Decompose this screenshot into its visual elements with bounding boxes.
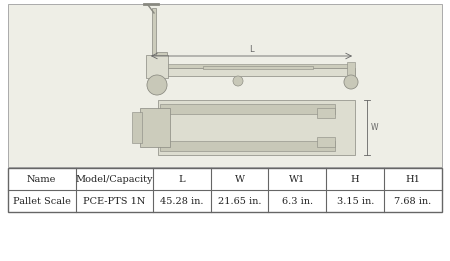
Bar [146, 55, 168, 78]
Bar [163, 64, 350, 68]
Text: Pallet Scale: Pallet Scale [13, 197, 71, 205]
Bar [317, 108, 335, 118]
Bar [8, 4, 442, 167]
Circle shape [147, 75, 167, 95]
Text: L: L [178, 175, 185, 183]
Bar [153, 52, 167, 76]
Bar [8, 168, 442, 212]
Bar [317, 137, 335, 147]
Bar [160, 104, 335, 114]
Circle shape [233, 76, 243, 86]
Text: 7.68 in.: 7.68 in. [395, 197, 432, 205]
Text: H1: H1 [405, 175, 420, 183]
Bar [132, 112, 142, 143]
Bar [140, 108, 170, 147]
Bar [158, 100, 355, 155]
Text: W: W [234, 175, 244, 183]
Text: L: L [249, 45, 254, 54]
Text: PCE-PTS 1N: PCE-PTS 1N [83, 197, 145, 205]
Text: 21.65 in.: 21.65 in. [218, 197, 261, 205]
Text: 45.28 in.: 45.28 in. [160, 197, 203, 205]
Bar [160, 141, 335, 151]
Text: Model/Capacity: Model/Capacity [75, 175, 153, 183]
Bar [148, 68, 355, 76]
Text: 6.3 in.: 6.3 in. [282, 197, 313, 205]
Text: W1: W1 [289, 175, 306, 183]
Bar [152, 8, 156, 55]
Text: Name: Name [27, 175, 56, 183]
Bar [347, 62, 355, 78]
Text: H: H [351, 175, 360, 183]
Circle shape [344, 75, 358, 89]
Bar [203, 66, 313, 69]
Text: W: W [371, 123, 378, 132]
Text: 3.15 in.: 3.15 in. [337, 197, 374, 205]
